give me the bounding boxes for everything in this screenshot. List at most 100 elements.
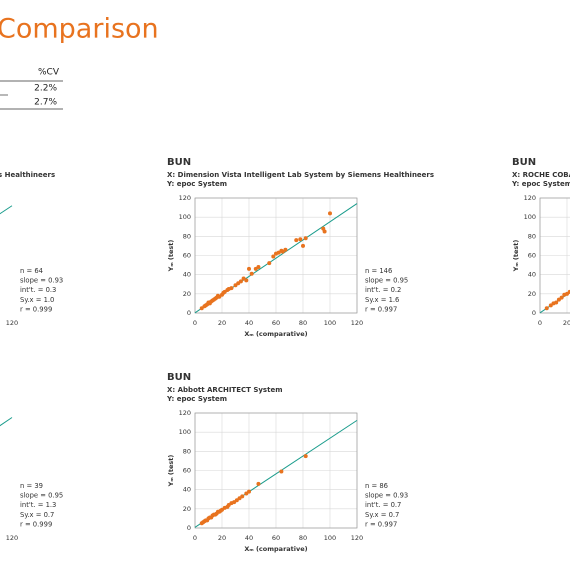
data-point xyxy=(294,238,299,243)
table-cell: 2.2% xyxy=(34,84,57,94)
y-tick-label: 60 xyxy=(528,252,536,260)
x-tick-label: 0 xyxy=(193,319,197,327)
stat-label: Sy.x = 1.0 xyxy=(20,296,54,304)
stat-label: r = 0.999 xyxy=(20,305,52,313)
data-point xyxy=(244,278,249,283)
x-tick-label: 120 xyxy=(351,319,363,327)
x-tick-label: 100 xyxy=(324,534,336,542)
data-point xyxy=(256,481,261,486)
stat-label: r = 0.997 xyxy=(365,520,397,528)
stat-label: n = 146 xyxy=(365,267,392,275)
fit-line xyxy=(0,205,13,215)
data-point xyxy=(303,454,308,459)
stat-label: slope = 0.95 xyxy=(365,277,408,285)
chart-subtitle: X: Dimension Vista Intelligent Lab Syste… xyxy=(167,171,434,179)
stat-label: int't. = 0.7 xyxy=(365,501,401,509)
x-tick-label: 40 xyxy=(245,319,253,327)
stat-label: int't. = 0.3 xyxy=(20,286,56,294)
y-tick-label: 100 xyxy=(524,213,536,221)
y-tick-label: 100 xyxy=(179,428,191,436)
stat-label: slope = 0.95 xyxy=(20,492,63,500)
x-tick-label: 120 xyxy=(6,534,18,542)
data-point xyxy=(247,489,251,494)
x-tick-label: 20 xyxy=(218,319,226,327)
x-axis-label: Xₘ (comparative) xyxy=(244,545,307,553)
y-tick-label: 0 xyxy=(187,309,191,317)
chart-subtitle: X: Abbott ARCHITECT System xyxy=(167,386,282,394)
chart-subtitle: Y: epoc System xyxy=(166,395,227,403)
y-tick-label: 80 xyxy=(528,232,536,240)
stat-label: r = 0.997 xyxy=(365,305,397,313)
data-point xyxy=(301,243,305,248)
plot-frame xyxy=(539,197,570,314)
y-tick-label: 40 xyxy=(528,271,536,279)
chart-title: BUN xyxy=(167,372,191,383)
x-tick-label: 0 xyxy=(193,534,197,542)
data-point xyxy=(249,271,254,276)
chart-title: BUN xyxy=(167,157,191,168)
data-point xyxy=(554,300,559,305)
x-tick-label: 20 xyxy=(563,319,570,327)
data-point xyxy=(271,254,276,259)
data-point xyxy=(567,289,570,294)
x-tick-label: 100 xyxy=(324,319,336,327)
table-header: %CV xyxy=(38,68,60,78)
data-point xyxy=(544,306,549,311)
table-cell: 2.7% xyxy=(34,98,57,108)
plot-frame xyxy=(194,412,358,529)
x-tick-label: 40 xyxy=(245,534,253,542)
stat-label: n = 64 xyxy=(20,267,43,275)
y-tick-label: 0 xyxy=(187,524,191,532)
y-tick-label: 100 xyxy=(179,213,191,221)
chart-subtitle: Y: epoc System xyxy=(166,180,227,188)
data-point xyxy=(283,247,288,252)
data-point xyxy=(240,494,245,499)
y-tick-label: 0 xyxy=(532,309,536,317)
x-tick-label: 80 xyxy=(299,319,307,327)
chart-subtitle: s Healthineers xyxy=(0,171,55,179)
x-tick-label: 120 xyxy=(6,319,18,327)
plot-frame xyxy=(194,197,358,314)
y-axis-label: Yₘ (test) xyxy=(512,240,520,273)
fit-line xyxy=(539,291,570,314)
stat-label: Sy.x = 0.7 xyxy=(365,511,399,519)
y-tick-label: 80 xyxy=(183,447,191,455)
stat-label: n = 86 xyxy=(365,482,388,490)
y-tick-label: 20 xyxy=(183,290,191,298)
y-tick-label: 60 xyxy=(183,467,191,475)
data-point xyxy=(267,261,272,266)
data-point xyxy=(238,279,243,284)
y-tick-label: 20 xyxy=(183,505,191,513)
stat-label: slope = 0.93 xyxy=(20,277,63,285)
stat-label: r = 0.999 xyxy=(20,520,52,528)
y-tick-label: 120 xyxy=(179,194,191,202)
chart-title: BUN xyxy=(512,157,536,168)
y-tick-label: 80 xyxy=(183,232,191,240)
chart-subtitle: X: ROCHE COBAS xyxy=(512,171,570,179)
x-tick-label: 120 xyxy=(351,534,363,542)
data-point xyxy=(247,266,251,271)
x-axis-label: Xₘ (comparative) xyxy=(244,330,307,338)
y-tick-label: 20 xyxy=(528,290,536,298)
stat-label: int't. = 0.2 xyxy=(365,286,401,294)
y-tick-label: 60 xyxy=(183,252,191,260)
x-tick-label: 80 xyxy=(299,534,307,542)
y-axis-label: Yₘ (test) xyxy=(167,455,175,488)
data-point xyxy=(328,211,332,216)
data-point xyxy=(279,469,284,474)
x-tick-label: 60 xyxy=(272,534,280,542)
x-tick-label: 60 xyxy=(272,319,280,327)
x-tick-label: 20 xyxy=(218,534,226,542)
stat-label: slope = 0.93 xyxy=(365,492,408,500)
x-tick-label: 0 xyxy=(538,319,542,327)
stat-label: int't. = 1.3 xyxy=(20,501,56,509)
y-axis-label: Yₘ (test) xyxy=(167,240,175,273)
stat-label: Sy.x = 1.6 xyxy=(365,296,399,304)
chart-subtitle: Y: epoc System xyxy=(511,180,570,188)
data-point xyxy=(298,237,303,242)
y-tick-label: 120 xyxy=(524,194,536,202)
data-point xyxy=(229,286,234,291)
doc-title: Comparison xyxy=(0,14,159,45)
